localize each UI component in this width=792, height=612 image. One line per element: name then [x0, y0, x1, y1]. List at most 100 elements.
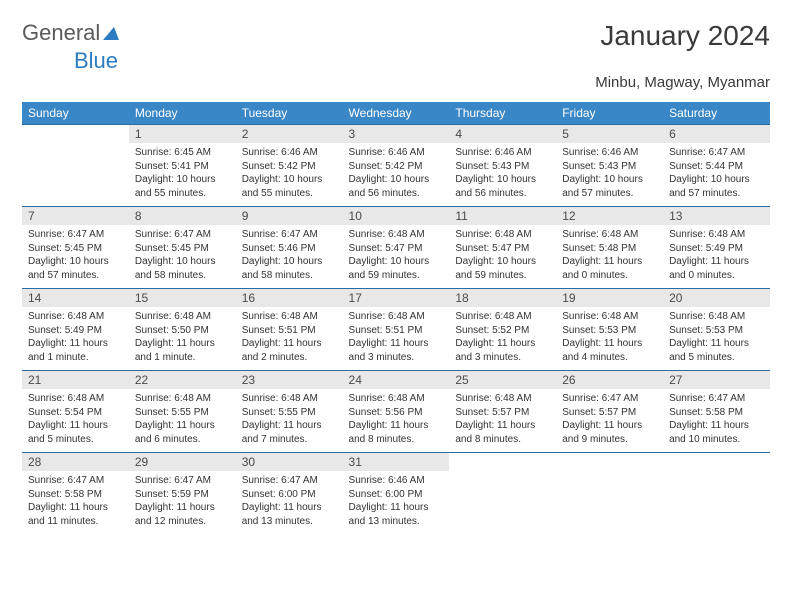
calendar-cell: 16Sunrise: 6:48 AMSunset: 5:51 PMDayligh…: [236, 288, 343, 370]
day-number: 17: [343, 288, 450, 307]
sunrise-text: Sunrise: 6:48 AM: [28, 310, 123, 324]
sunrise-text: Sunrise: 6:48 AM: [349, 392, 444, 406]
sunrise-text: Sunrise: 6:48 AM: [562, 228, 657, 242]
day-details: Sunrise: 6:47 AMSunset: 5:44 PMDaylight:…: [663, 143, 770, 203]
sunrise-text: Sunrise: 6:47 AM: [135, 228, 230, 242]
sunrise-text: Sunrise: 6:48 AM: [242, 310, 337, 324]
weekday-row: Sunday Monday Tuesday Wednesday Thursday…: [22, 102, 770, 124]
sunrise-text: Sunrise: 6:48 AM: [455, 392, 550, 406]
day-details: Sunrise: 6:46 AMSunset: 5:43 PMDaylight:…: [449, 143, 556, 203]
day-details: Sunrise: 6:48 AMSunset: 5:48 PMDaylight:…: [556, 225, 663, 285]
sunrise-text: Sunrise: 6:47 AM: [135, 474, 230, 488]
calendar-cell: 6Sunrise: 6:47 AMSunset: 5:44 PMDaylight…: [663, 124, 770, 206]
weekday-header: Saturday: [663, 102, 770, 124]
calendar-cell: 13Sunrise: 6:48 AMSunset: 5:49 PMDayligh…: [663, 206, 770, 288]
day-details: Sunrise: 6:48 AMSunset: 5:47 PMDaylight:…: [449, 225, 556, 285]
sunset-text: Sunset: 5:43 PM: [455, 160, 550, 174]
calendar-cell: 19Sunrise: 6:48 AMSunset: 5:53 PMDayligh…: [556, 288, 663, 370]
day-number: 16: [236, 288, 343, 307]
day-details: Sunrise: 6:47 AMSunset: 5:59 PMDaylight:…: [129, 471, 236, 531]
calendar-cell: 9Sunrise: 6:47 AMSunset: 5:46 PMDaylight…: [236, 206, 343, 288]
calendar-body: 1Sunrise: 6:45 AMSunset: 5:41 PMDaylight…: [22, 124, 770, 534]
day-details: Sunrise: 6:47 AMSunset: 5:57 PMDaylight:…: [556, 389, 663, 449]
calendar-cell: 7Sunrise: 6:47 AMSunset: 5:45 PMDaylight…: [22, 206, 129, 288]
weekday-header: Thursday: [449, 102, 556, 124]
day-details: Sunrise: 6:48 AMSunset: 5:53 PMDaylight:…: [663, 307, 770, 367]
calendar-cell: 8Sunrise: 6:47 AMSunset: 5:45 PMDaylight…: [129, 206, 236, 288]
day-details: Sunrise: 6:47 AMSunset: 6:00 PMDaylight:…: [236, 471, 343, 531]
sunset-text: Sunset: 5:45 PM: [28, 242, 123, 256]
sunrise-text: Sunrise: 6:46 AM: [242, 146, 337, 160]
sunrise-text: Sunrise: 6:48 AM: [349, 310, 444, 324]
sunset-text: Sunset: 5:47 PM: [349, 242, 444, 256]
day-number: 10: [343, 206, 450, 225]
day-details: Sunrise: 6:48 AMSunset: 5:57 PMDaylight:…: [449, 389, 556, 449]
day-number: [663, 452, 770, 457]
sunset-text: Sunset: 5:48 PM: [562, 242, 657, 256]
day-number: 1: [129, 124, 236, 143]
location-row: Minbu, Magway, Myanmar: [22, 74, 770, 92]
day-details: Sunrise: 6:48 AMSunset: 5:49 PMDaylight:…: [663, 225, 770, 285]
calendar-cell: 17Sunrise: 6:48 AMSunset: 5:51 PMDayligh…: [343, 288, 450, 370]
sunset-text: Sunset: 5:51 PM: [242, 324, 337, 338]
calendar-cell: 18Sunrise: 6:48 AMSunset: 5:52 PMDayligh…: [449, 288, 556, 370]
daylight-text: Daylight: 11 hours and 12 minutes.: [135, 501, 230, 528]
calendar-week: 1Sunrise: 6:45 AMSunset: 5:41 PMDaylight…: [22, 124, 770, 206]
calendar-page: General January 2024 Blue Minbu, Magway,…: [0, 0, 792, 554]
day-number: 29: [129, 452, 236, 471]
calendar-cell: 22Sunrise: 6:48 AMSunset: 5:55 PMDayligh…: [129, 370, 236, 452]
calendar-cell: 27Sunrise: 6:47 AMSunset: 5:58 PMDayligh…: [663, 370, 770, 452]
sunset-text: Sunset: 5:56 PM: [349, 406, 444, 420]
calendar-cell: 30Sunrise: 6:47 AMSunset: 6:00 PMDayligh…: [236, 452, 343, 534]
calendar-cell: 12Sunrise: 6:48 AMSunset: 5:48 PMDayligh…: [556, 206, 663, 288]
sunset-text: Sunset: 5:42 PM: [242, 160, 337, 174]
day-number: 22: [129, 370, 236, 389]
sunrise-text: Sunrise: 6:47 AM: [242, 228, 337, 242]
daylight-text: Daylight: 10 hours and 58 minutes.: [135, 255, 230, 282]
daylight-text: Daylight: 11 hours and 10 minutes.: [669, 419, 764, 446]
daylight-text: Daylight: 11 hours and 1 minute.: [135, 337, 230, 364]
calendar-cell: 10Sunrise: 6:48 AMSunset: 5:47 PMDayligh…: [343, 206, 450, 288]
daylight-text: Daylight: 11 hours and 8 minutes.: [349, 419, 444, 446]
sunrise-text: Sunrise: 6:45 AM: [135, 146, 230, 160]
sunset-text: Sunset: 5:53 PM: [562, 324, 657, 338]
sunset-text: Sunset: 5:51 PM: [349, 324, 444, 338]
day-number: 31: [343, 452, 450, 471]
day-number: 28: [22, 452, 129, 471]
day-number: 20: [663, 288, 770, 307]
sunset-text: Sunset: 5:47 PM: [455, 242, 550, 256]
calendar-cell: 29Sunrise: 6:47 AMSunset: 5:59 PMDayligh…: [129, 452, 236, 534]
daylight-text: Daylight: 11 hours and 5 minutes.: [669, 337, 764, 364]
calendar-cell: 1Sunrise: 6:45 AMSunset: 5:41 PMDaylight…: [129, 124, 236, 206]
sunrise-text: Sunrise: 6:47 AM: [242, 474, 337, 488]
day-number: 18: [449, 288, 556, 307]
sunrise-text: Sunrise: 6:48 AM: [669, 310, 764, 324]
daylight-text: Daylight: 10 hours and 57 minutes.: [562, 173, 657, 200]
day-details: Sunrise: 6:48 AMSunset: 5:50 PMDaylight:…: [129, 307, 236, 367]
sunrise-text: Sunrise: 6:48 AM: [28, 392, 123, 406]
calendar-cell: 15Sunrise: 6:48 AMSunset: 5:50 PMDayligh…: [129, 288, 236, 370]
calendar-cell: 5Sunrise: 6:46 AMSunset: 5:43 PMDaylight…: [556, 124, 663, 206]
day-details: Sunrise: 6:46 AMSunset: 5:42 PMDaylight:…: [343, 143, 450, 203]
day-number: 26: [556, 370, 663, 389]
day-details: Sunrise: 6:48 AMSunset: 5:53 PMDaylight:…: [556, 307, 663, 367]
day-number: 3: [343, 124, 450, 143]
sunset-text: Sunset: 5:46 PM: [242, 242, 337, 256]
day-number: 9: [236, 206, 343, 225]
day-details: Sunrise: 6:46 AMSunset: 5:43 PMDaylight:…: [556, 143, 663, 203]
sunset-text: Sunset: 5:53 PM: [669, 324, 764, 338]
day-number: 24: [343, 370, 450, 389]
daylight-text: Daylight: 11 hours and 13 minutes.: [349, 501, 444, 528]
day-number: 8: [129, 206, 236, 225]
sunset-text: Sunset: 5:55 PM: [135, 406, 230, 420]
page-title: January 2024: [600, 20, 770, 52]
weekday-header: Monday: [129, 102, 236, 124]
daylight-text: Daylight: 11 hours and 5 minutes.: [28, 419, 123, 446]
sunset-text: Sunset: 5:42 PM: [349, 160, 444, 174]
day-number: 7: [22, 206, 129, 225]
calendar-cell: [556, 452, 663, 534]
weekday-header: Sunday: [22, 102, 129, 124]
calendar-cell: 2Sunrise: 6:46 AMSunset: 5:42 PMDaylight…: [236, 124, 343, 206]
daylight-text: Daylight: 10 hours and 55 minutes.: [242, 173, 337, 200]
day-number: 12: [556, 206, 663, 225]
